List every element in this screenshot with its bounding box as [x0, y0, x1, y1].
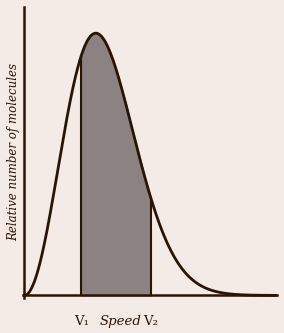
Text: V₂: V₂ [143, 315, 158, 328]
Text: Speed: Speed [100, 315, 142, 328]
Y-axis label: Relative number of molecules: Relative number of molecules [7, 64, 20, 241]
Text: V₁: V₁ [74, 315, 89, 328]
